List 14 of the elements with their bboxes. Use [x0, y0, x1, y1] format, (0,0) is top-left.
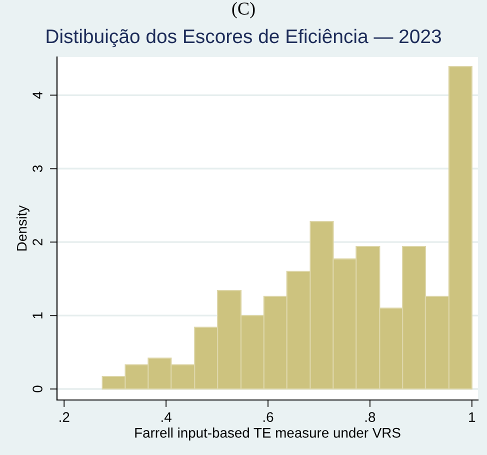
- x-tick-label: 1: [469, 412, 476, 422]
- chart-title: Distibuição dos Escores de Eficiência — 2023: [46, 28, 441, 48]
- y-axis-title: Density: [16, 205, 30, 251]
- y-tick-label: 1: [32, 312, 42, 318]
- y-tick-label: 2: [32, 238, 42, 246]
- text: (C): [232, 2, 255, 18]
- x-tick-label: .2: [60, 412, 70, 422]
- y-tick-label: 4: [32, 92, 42, 99]
- x-axis-title: Farrell input-based TE measure under VRS: [135, 428, 400, 440]
- x-tick-label: .8: [365, 412, 376, 422]
- y-tick-label: 3: [32, 165, 42, 172]
- x-tick-label: .4: [162, 412, 172, 422]
- x-tick-label: .6: [263, 412, 274, 422]
- y-tick-label: 0: [32, 386, 42, 392]
